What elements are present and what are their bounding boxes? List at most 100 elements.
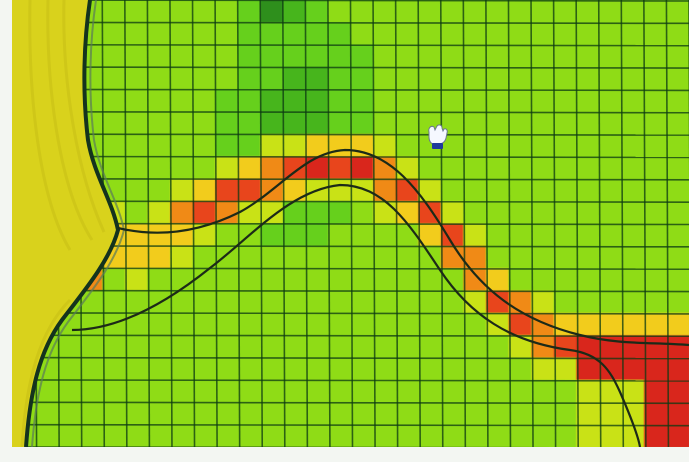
heat-tile bbox=[170, 246, 193, 269]
heat-tile bbox=[486, 45, 509, 68]
heat-tile bbox=[260, 268, 283, 291]
heat-tile bbox=[508, 425, 531, 448]
heat-tile bbox=[238, 268, 261, 291]
heat-tile bbox=[486, 246, 509, 269]
heat-tile bbox=[238, 425, 261, 448]
heat-tile bbox=[508, 0, 531, 23]
heat-tile bbox=[486, 22, 509, 45]
heat-tile bbox=[599, 358, 622, 381]
heat-tile bbox=[531, 246, 554, 269]
heat-tile bbox=[147, 313, 170, 336]
heat-tile bbox=[396, 291, 419, 314]
heat-tile bbox=[418, 22, 441, 45]
heat-tile bbox=[328, 89, 351, 112]
heat-tile bbox=[576, 358, 599, 381]
heat-tile bbox=[373, 67, 396, 90]
heat-tile bbox=[531, 112, 554, 135]
grid-line bbox=[12, 402, 689, 403]
grid-line bbox=[12, 0, 689, 1]
heat-tile bbox=[193, 112, 216, 135]
heat-tile bbox=[147, 45, 170, 68]
heat-tile bbox=[125, 156, 148, 179]
heat-tile bbox=[373, 0, 396, 23]
heat-tile bbox=[666, 22, 689, 45]
heat-tile bbox=[644, 45, 667, 68]
heat-tile bbox=[193, 380, 216, 403]
heat-tile bbox=[373, 22, 396, 45]
heat-tile bbox=[283, 380, 306, 403]
heat-tile bbox=[666, 179, 689, 202]
heat-tile bbox=[554, 134, 577, 157]
heat-tile bbox=[260, 313, 283, 336]
heat-tile bbox=[486, 179, 509, 202]
heat-tile bbox=[373, 335, 396, 358]
heat-tile bbox=[554, 0, 577, 23]
heat-tile bbox=[531, 201, 554, 224]
heat-tile bbox=[531, 268, 554, 291]
heat-tile bbox=[441, 67, 464, 90]
heat-tile bbox=[328, 246, 351, 269]
heat-tile bbox=[644, 268, 667, 291]
heat-tile bbox=[305, 425, 328, 448]
heat-tile bbox=[644, 179, 667, 202]
heat-tile bbox=[463, 402, 486, 425]
heat-tile bbox=[283, 134, 306, 157]
heat-tile bbox=[193, 179, 216, 202]
heat-tile bbox=[305, 112, 328, 135]
heat-tile bbox=[554, 335, 577, 358]
heat-tile bbox=[576, 313, 599, 336]
heat-tile bbox=[260, 67, 283, 90]
heat-tile bbox=[576, 224, 599, 247]
heat-tile bbox=[215, 313, 238, 336]
heat-tile bbox=[351, 156, 374, 179]
grid-line bbox=[12, 156, 689, 157]
heat-tile bbox=[576, 112, 599, 135]
heat-tile bbox=[396, 134, 419, 157]
heat-tile bbox=[599, 22, 622, 45]
heat-tile bbox=[305, 67, 328, 90]
heat-tile bbox=[531, 425, 554, 448]
heat-tile bbox=[599, 0, 622, 23]
heat-tile bbox=[305, 156, 328, 179]
heat-tile bbox=[170, 0, 193, 23]
heat-tile bbox=[554, 268, 577, 291]
heat-tile bbox=[531, 224, 554, 247]
heat-tile bbox=[373, 201, 396, 224]
heat-tile bbox=[666, 0, 689, 23]
heat-tile bbox=[554, 358, 577, 381]
heat-tile bbox=[260, 134, 283, 157]
heat-tile bbox=[508, 380, 531, 403]
heat-tile bbox=[621, 89, 644, 112]
heat-tile bbox=[441, 156, 464, 179]
heat-tile bbox=[531, 89, 554, 112]
heat-tile bbox=[554, 179, 577, 202]
heat-tile bbox=[305, 313, 328, 336]
heat-tile bbox=[463, 268, 486, 291]
heat-tile bbox=[147, 156, 170, 179]
heat-tile bbox=[621, 268, 644, 291]
heat-tile bbox=[373, 268, 396, 291]
heat-tile bbox=[463, 67, 486, 90]
heat-tile bbox=[621, 224, 644, 247]
heat-tile bbox=[666, 201, 689, 224]
heat-tile bbox=[576, 246, 599, 269]
heat-tile bbox=[531, 179, 554, 202]
grid-line bbox=[12, 112, 689, 113]
heat-tile bbox=[57, 402, 80, 425]
heat-tile bbox=[351, 112, 374, 135]
heat-tile bbox=[644, 224, 667, 247]
heat-tile bbox=[238, 358, 261, 381]
heat-tile bbox=[666, 335, 689, 358]
heat-tile bbox=[351, 291, 374, 314]
heat-tile bbox=[238, 45, 261, 68]
heat-tile bbox=[508, 156, 531, 179]
heat-tile bbox=[508, 358, 531, 381]
heat-tile bbox=[373, 291, 396, 314]
heat-tile bbox=[621, 313, 644, 336]
heat-tile bbox=[576, 0, 599, 23]
heat-tile bbox=[508, 45, 531, 68]
heat-tile bbox=[238, 335, 261, 358]
heat-tile bbox=[147, 112, 170, 135]
